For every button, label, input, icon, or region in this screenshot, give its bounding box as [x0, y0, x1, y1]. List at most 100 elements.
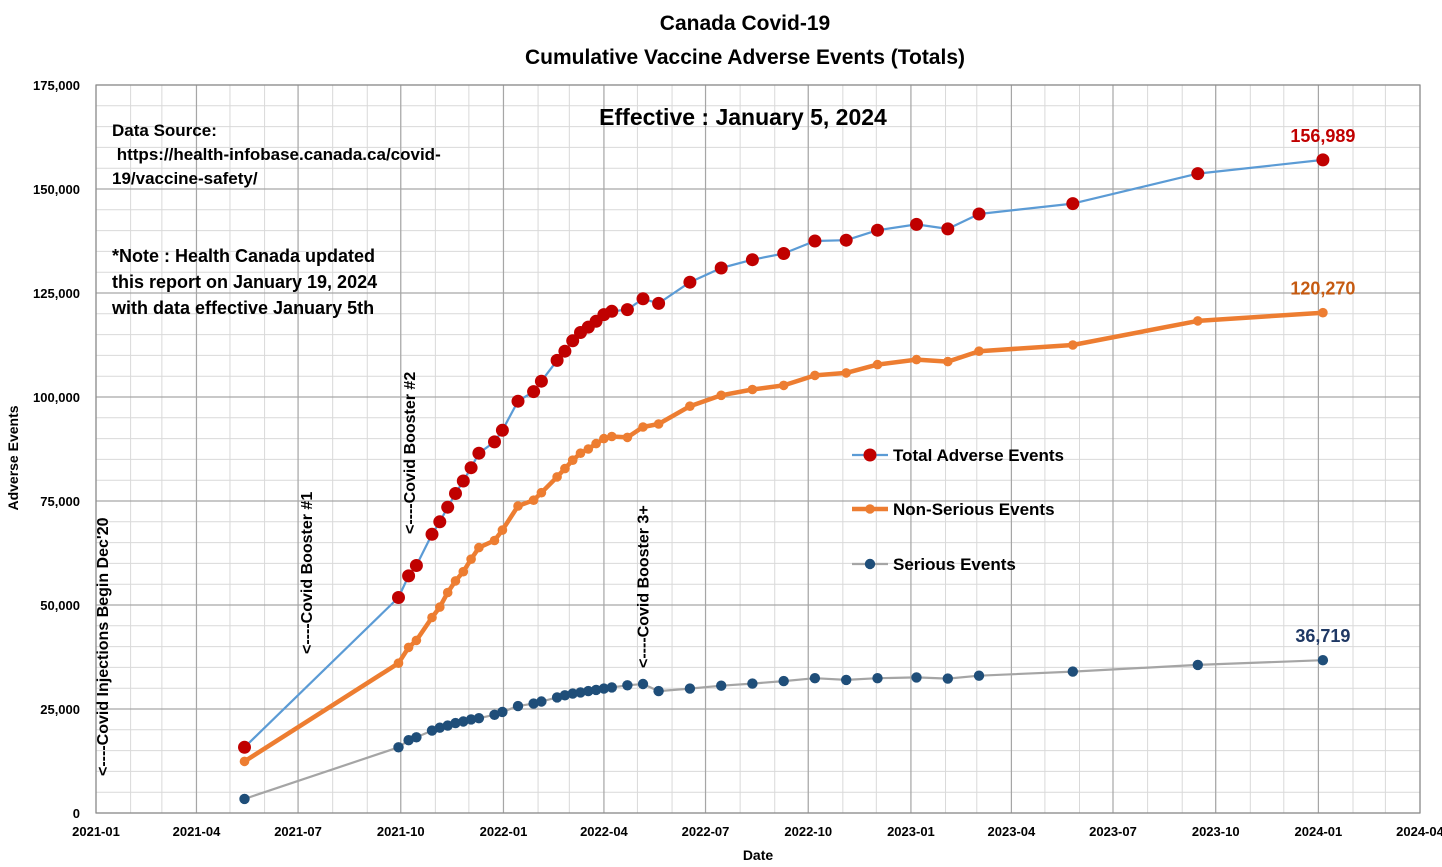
- x-tick-label: 2022-01: [480, 824, 528, 839]
- total-adverse-events-point: [441, 500, 455, 514]
- total-adverse-events-point: [472, 446, 486, 460]
- serious-events-point: [841, 674, 852, 686]
- total-adverse-events-point: [714, 261, 728, 275]
- serious-events-point: [809, 673, 821, 684]
- non-serious-events-point: [1068, 340, 1078, 350]
- total-adverse-events-point: [488, 435, 501, 449]
- non-serious-events-point: [622, 432, 633, 443]
- grid: [95, 84, 1421, 814]
- non-serious-events-point: [442, 587, 453, 598]
- chart-subtitle: Cumulative Vaccine Adverse Events (Total…: [525, 46, 965, 69]
- y-tick-label: 125,000: [33, 286, 80, 301]
- legend-label: Total Adverse Events: [893, 446, 1064, 465]
- y-tick-label: 50,000: [40, 598, 80, 613]
- serious-events-point: [559, 690, 571, 701]
- total-adverse-events-point: [972, 207, 986, 221]
- serious-events-point: [465, 714, 477, 725]
- serious-events-point: [747, 678, 758, 689]
- y-tick-label: 75,000: [40, 494, 80, 509]
- y-tick-label: 150,000: [33, 182, 80, 197]
- non-serious-events-point: [552, 472, 562, 482]
- total-adverse-events-point: [620, 303, 634, 317]
- serious-events-point: [942, 673, 953, 684]
- non-serious-events-point: [583, 444, 594, 454]
- total-adverse-events-point: [527, 385, 541, 399]
- serious-events-point: [606, 682, 617, 693]
- non-serious-events-point: [747, 384, 758, 395]
- total-adverse-events-point: [550, 353, 564, 367]
- effective-date-label: Effective : January 5, 2024: [599, 104, 887, 130]
- event-annotation: <----Covid Booster 3+: [635, 505, 652, 668]
- non-serious-events-end-label: 120,270: [1290, 279, 1355, 299]
- total-adverse-events-point: [871, 223, 884, 237]
- x-tick-label: 2024-01: [1295, 824, 1343, 839]
- non-serious-events-point: [685, 401, 695, 412]
- legend-swatch-marker: [863, 448, 877, 462]
- non-serious-events-point: [528, 495, 539, 506]
- serious-events-point: [598, 683, 610, 694]
- serious-events-point: [637, 678, 649, 690]
- total-adverse-events-point: [745, 253, 759, 267]
- x-tick-label: 2023-10: [1192, 824, 1240, 839]
- total-adverse-events-point: [1316, 153, 1330, 167]
- non-serious-events-point: [607, 431, 617, 442]
- serious-events-end-label: 36,719: [1295, 626, 1350, 646]
- non-serious-events-point: [411, 635, 422, 646]
- event-annotation: <----Covid Booster #2: [402, 372, 419, 534]
- non-serious-events-point: [599, 433, 609, 444]
- non-serious-events-point: [1193, 316, 1203, 326]
- x-tick-label: 2022-04: [580, 824, 628, 839]
- serious-events-point: [450, 717, 461, 729]
- non-serious-events-point: [489, 535, 500, 546]
- serious-events-point: [1067, 666, 1079, 677]
- x-tick-label: 2021-01: [72, 824, 120, 839]
- serious-events-point: [778, 675, 789, 687]
- data-source-line: 19/vaccine-safety/: [112, 169, 258, 188]
- legend: Total Adverse Events Non-Serious Events Se…: [852, 446, 1064, 574]
- non-serious-events-point: [567, 455, 578, 466]
- non-serious-events-point: [943, 356, 953, 367]
- serious-events-point: [575, 687, 586, 698]
- total-adverse-events-point: [605, 304, 619, 318]
- chart-title: Canada Covid-19: [660, 12, 830, 35]
- serious-events-point: [512, 700, 524, 712]
- non-serious-events-point: [393, 658, 404, 668]
- serious-events-point: [411, 732, 422, 743]
- event-annotations: <----Covid Injections Begin Dec'20 <----C…: [95, 372, 652, 776]
- non-serious-events-point: [239, 756, 250, 767]
- data-source-line: Data Source:: [112, 121, 217, 140]
- total-adverse-events-point: [534, 374, 548, 388]
- serious-events-point: [239, 793, 250, 805]
- non-serious-events-point: [872, 359, 883, 370]
- data-source-line: https://health-infobase.canada.ca/covid-: [112, 145, 441, 164]
- total-adverse-events-point: [558, 344, 572, 358]
- serious-events-point: [536, 696, 547, 707]
- x-axis-label: Date: [743, 847, 774, 863]
- series-group: 156,989 120,270 36,719: [238, 126, 1355, 805]
- x-tick-label: 2021-10: [377, 824, 425, 839]
- serious-events-point: [1192, 659, 1204, 671]
- y-tick-label: 175,000: [33, 78, 80, 93]
- total-adverse-events-point: [511, 394, 525, 408]
- total-adverse-events-point: [456, 474, 470, 488]
- x-tick-label: 2023-04: [988, 824, 1036, 839]
- total-adverse-events-point: [777, 247, 791, 260]
- serious-events-point: [583, 685, 594, 697]
- serious-events-point: [528, 698, 539, 709]
- x-tick-label: 2021-07: [274, 824, 322, 839]
- y-tick-label: 100,000: [33, 390, 80, 405]
- x-tick-label: 2023-07: [1089, 824, 1137, 839]
- non-serious-events-point: [458, 566, 469, 577]
- serious-events-point: [489, 709, 500, 720]
- non-serious-events-point: [638, 422, 648, 432]
- serious-events-point: [403, 735, 414, 746]
- total-adverse-events-point: [941, 222, 955, 236]
- non-serious-events-point: [474, 542, 484, 553]
- total-adverse-events-end-label: 156,989: [1290, 126, 1355, 146]
- serious-events-point: [458, 716, 469, 727]
- serious-events-point: [442, 720, 453, 731]
- serious-events-point: [1317, 655, 1329, 666]
- non-serious-events-point: [513, 501, 523, 511]
